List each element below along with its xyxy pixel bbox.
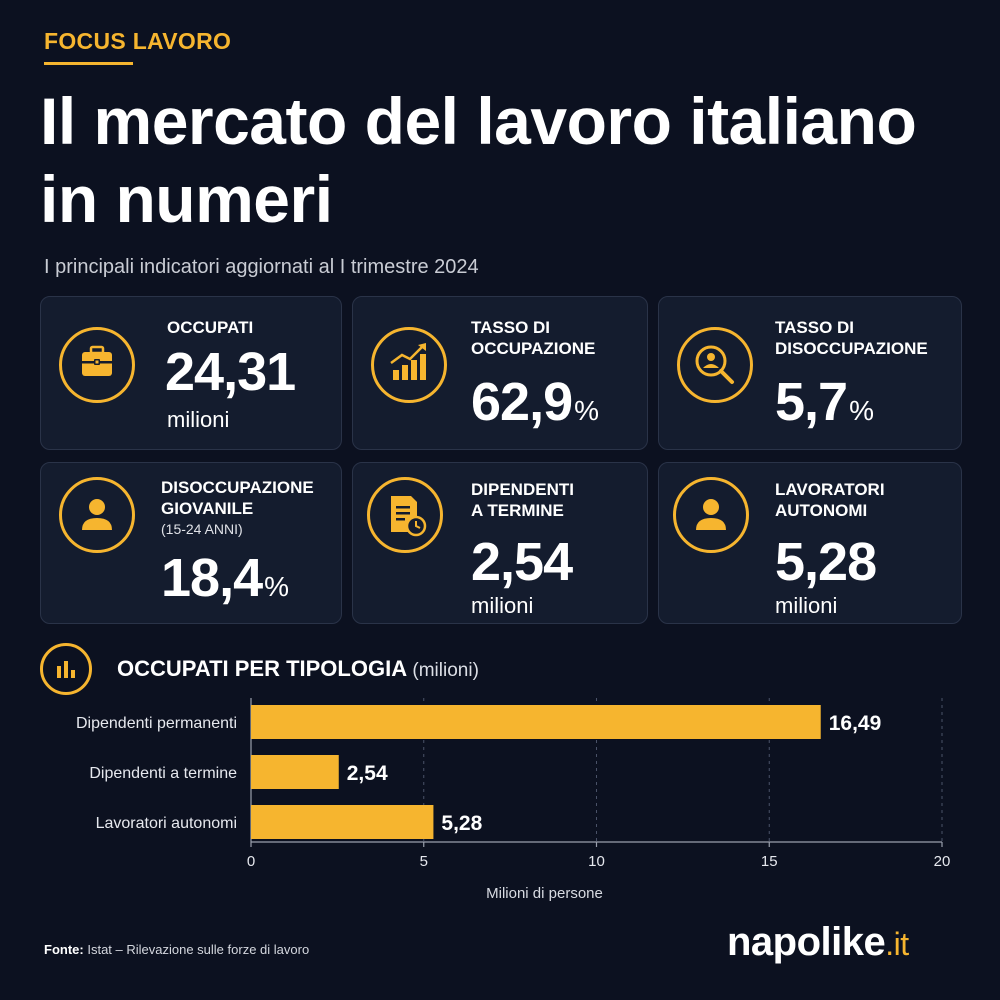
card-value-suffix: %	[264, 571, 290, 602]
person-search-icon	[677, 327, 753, 403]
x-tick-label: 10	[588, 853, 605, 870]
card-label-line-1: DISOCCUPAZIONE	[161, 478, 314, 497]
card-label-line-2: DISOCCUPAZIONE	[775, 339, 928, 358]
card-tasso-occupazione: TASSO DI OCCUPAZIONE 62,9%	[352, 296, 648, 450]
card-label-line-2: A TERMINE	[471, 501, 564, 520]
kicker: FOCUS LAVORO	[44, 28, 232, 54]
logo-main: napolike	[727, 920, 886, 964]
data-label: 2,54	[347, 762, 388, 785]
card-unit: milioni	[167, 407, 230, 432]
source-label: Fonte:	[44, 942, 84, 957]
card-label: TASSO DI OCCUPAZIONE	[471, 317, 595, 359]
card-label-line-1: LAVORATORI	[775, 480, 885, 499]
data-label: 16,49	[829, 712, 882, 735]
card-value-number: 62,9	[471, 372, 573, 432]
card-value: 5,7%	[775, 375, 874, 429]
growth-chart-icon	[371, 327, 447, 403]
card-label-line-2: OCCUPAZIONE	[471, 339, 596, 358]
card-value: 5,28	[775, 532, 877, 592]
x-tick-label: 20	[934, 853, 951, 870]
card-value: 2,54	[471, 532, 573, 592]
kicker-underline	[44, 62, 133, 65]
card-label: DISOCCUPAZIONE GIOVANILE	[161, 477, 314, 519]
bar	[251, 705, 821, 739]
category-label: Dipendenti permanenti	[76, 715, 237, 732]
card-label-line-1: TASSO DI	[775, 318, 855, 337]
card-sub: (15-24 ANNI)	[161, 521, 243, 537]
source-note: Fonte: Istat – Rilevazione sulle forze d…	[44, 942, 309, 957]
briefcase-icon	[59, 327, 135, 403]
card-lavoratori-autonomi: LAVORATORI AUTONOMI 5,28 milioni	[658, 462, 962, 624]
bar-chart: 0 5 10 15 20 Milioni di persone Dipendenti per…	[76, 698, 951, 902]
card-disoccupazione-giovanile: DISOCCUPAZIONE GIOVANILE (15-24 ANNI) 18…	[40, 462, 342, 624]
bar-chart-icon	[40, 643, 92, 695]
section-title-unit: (milioni)	[412, 660, 479, 681]
card-tasso-disoccupazione: TASSO DI DISOCCUPAZIONE 5,7%	[658, 296, 962, 450]
x-axis-label: Milioni di persone	[486, 885, 603, 902]
category-label: Lavoratori autonomi	[96, 815, 237, 832]
page-title: Il mercato del lavoro italiano in numeri	[40, 84, 917, 236]
person-icon	[59, 477, 135, 553]
card-value: 62,9%	[471, 375, 599, 429]
card-label-line-2: GIOVANILE	[161, 499, 254, 518]
card-value-suffix: %	[574, 395, 600, 426]
document-clock-icon	[367, 477, 443, 553]
card-value: 18,4%	[161, 551, 289, 605]
card-value-suffix: %	[849, 395, 874, 426]
category-label: Dipendenti a termine	[89, 765, 237, 782]
card-value-number: 18,4	[161, 548, 263, 608]
x-tick-label: 15	[761, 853, 778, 870]
section-title-text: OCCUPATI PER TIPOLOGIA	[117, 656, 407, 681]
card-unit: milioni	[471, 593, 534, 618]
card-label: DIPENDENTI A TERMINE	[471, 479, 574, 521]
page-subtitle: I principali indicatori aggiornati al I …	[44, 256, 479, 278]
card-value: 24,31	[165, 342, 296, 402]
card-label-line-2: AUTONOMI	[775, 501, 868, 520]
source-text: Istat – Rilevazione sulle forze di lavor…	[87, 942, 310, 957]
card-label-line-1: TASSO DI	[471, 318, 551, 337]
bar	[251, 805, 434, 839]
bar	[251, 755, 339, 789]
card-label: OCCUPATI	[167, 318, 254, 337]
card-label: LAVORATORI AUTONOMI	[775, 479, 885, 521]
person-icon	[673, 477, 749, 553]
card-value-number: 5,7	[775, 372, 848, 432]
card-label: TASSO DI DISOCCUPAZIONE	[775, 317, 928, 359]
logo-tld: .it	[885, 926, 909, 962]
card-label-line-1: DIPENDENTI	[471, 480, 574, 499]
card-dipendenti-termine: DIPENDENTI A TERMINE 2,54 milioni	[352, 462, 648, 624]
brand-logo: napolike.it	[727, 920, 909, 965]
card-occupati: OCCUPATI 24,31 milioni	[40, 296, 342, 450]
x-tick-label: 5	[420, 853, 428, 870]
card-unit: milioni	[775, 593, 838, 618]
data-label: 5,28	[441, 812, 482, 835]
x-tick-label: 0	[247, 853, 255, 870]
section-title: OCCUPATI PER TIPOLOGIA (milioni)	[117, 656, 479, 682]
